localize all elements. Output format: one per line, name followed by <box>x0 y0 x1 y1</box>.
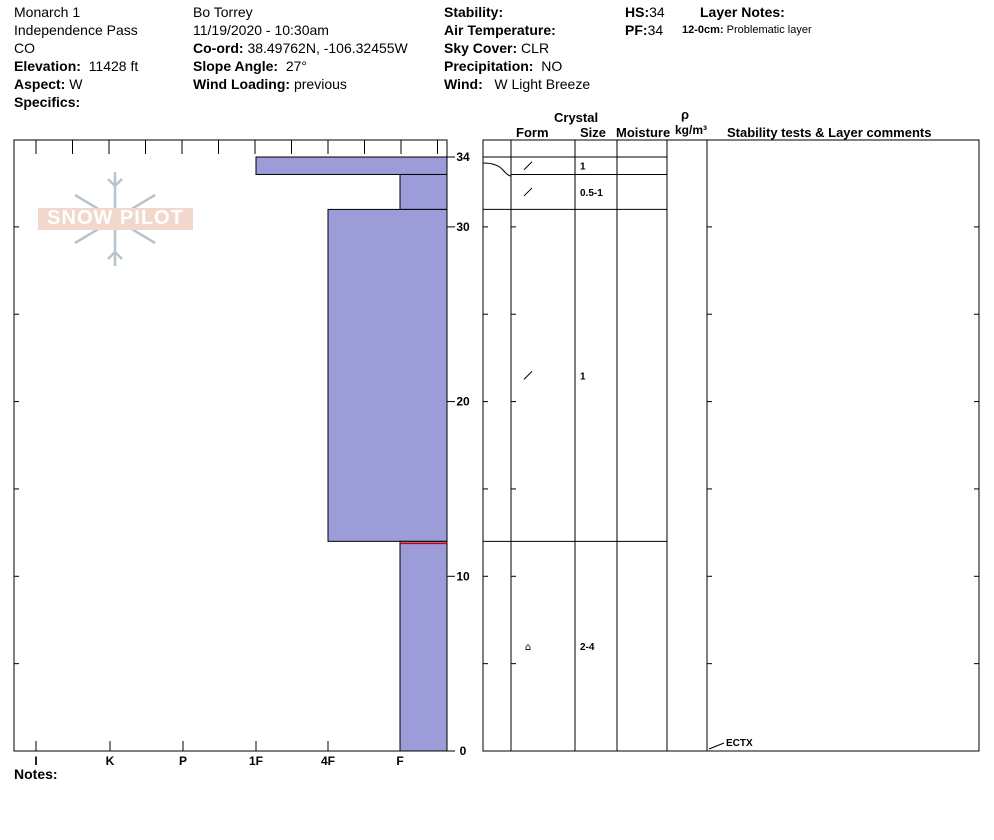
hardness-layer-bar <box>255 156 448 175</box>
hardness-layer-bar <box>399 173 448 210</box>
coord-row: Co-ord: 38.49762N, -106.32455W <box>193 39 408 57</box>
layer-note-text: Problematic layer <box>726 24 812 36</box>
crystal-form-symbol: ⌂ <box>525 642 531 653</box>
y-tick-label: 34 <box>456 150 470 164</box>
state-name: CO <box>14 40 35 56</box>
size-header: Size <box>580 125 607 140</box>
hardness-layer-bar <box>327 208 448 542</box>
area-name: Independence Pass <box>14 22 138 38</box>
stability-label: Stability: <box>444 4 504 20</box>
crystal-size-label: 1 <box>580 371 586 382</box>
hs-label: HS: <box>625 4 650 20</box>
y-tick-label: 0 <box>460 744 467 758</box>
wind-loading-value: previous <box>293 76 347 92</box>
x-tick-label: I <box>34 754 37 768</box>
pf-row: PF:34 <box>625 21 663 39</box>
form-header: Form <box>516 125 549 140</box>
y-tick-label: 20 <box>456 395 470 409</box>
elevation-row: Elevation: 11428 ft <box>14 57 138 75</box>
pf-label: PF: <box>625 22 648 38</box>
precip-value: NO <box>541 58 563 74</box>
coord-label: Co-ord: <box>193 40 244 56</box>
slope-value: 27° <box>285 58 307 74</box>
hs-value: 34 <box>649 4 665 20</box>
density-unit-header: kg/m³ <box>675 123 708 137</box>
pf-value: 34 <box>647 22 664 38</box>
crystal-size-label: 0.5-1 <box>580 188 603 199</box>
crystal-header: Crystal <box>554 110 599 125</box>
elevation-label: Elevation: <box>14 58 81 74</box>
hs-row: HS:34 <box>625 3 665 21</box>
notes-label: Notes: <box>14 766 58 782</box>
stability-test-label: ECTX <box>726 738 753 749</box>
crystal-size-label: 1 <box>580 162 586 173</box>
crystal-form-symbol <box>523 371 533 380</box>
air-temp-label: Air Temperature: <box>444 22 556 38</box>
x-tick-label: 1F <box>249 754 263 768</box>
elevation-value: 11428 ft <box>88 58 139 74</box>
observer-name: Bo Torrey <box>193 4 253 20</box>
aspect-label: Aspect: <box>14 76 66 92</box>
x-tick-label: F <box>396 754 403 768</box>
y-tick-label: 30 <box>456 220 470 234</box>
crystal-form-symbol <box>523 187 533 197</box>
sky-row: Sky Cover: CLR <box>444 39 549 57</box>
y-tick-label: 10 <box>456 569 470 583</box>
x-tick-label: P <box>179 754 187 768</box>
crystal-table-frame <box>482 139 980 752</box>
snowpilot-watermark: SNOW PILOT <box>38 170 193 270</box>
precip-row: Precipitation: NO <box>444 57 562 75</box>
location-name: Monarch 1 <box>14 4 81 20</box>
layer-notes-label: Layer Notes: <box>700 4 785 20</box>
slope-row: Slope Angle: 27° <box>193 57 307 75</box>
crystal-size-label: 2-4 <box>580 642 595 653</box>
x-tick-label: 4F <box>321 754 335 768</box>
rho-header: ρ <box>681 107 690 122</box>
wind-value: W Light Breeze <box>494 76 591 92</box>
moisture-header: Moisture <box>616 125 671 140</box>
layer-note: 12-0cm: Problematic layer <box>682 24 812 36</box>
coord-value: 38.49762N, -106.32455W <box>247 40 408 56</box>
sky-label: Sky Cover: <box>444 40 518 56</box>
wind-loading-row: Wind Loading: previous <box>193 75 347 93</box>
aspect-row: Aspect: W <box>14 75 82 93</box>
wind-loading-label: Wind Loading: <box>193 76 291 92</box>
x-tick-label: K <box>106 754 115 768</box>
specifics-label: Specifics: <box>14 94 81 110</box>
hardness-layer-bar <box>399 540 448 752</box>
wind-row: Wind: W Light Breeze <box>444 75 590 93</box>
observation-datetime: 11/19/2020 - 10:30am <box>193 22 329 38</box>
aspect-value: W <box>69 76 83 92</box>
wind-label: Wind: <box>444 76 483 92</box>
slope-label: Slope Angle: <box>193 58 279 74</box>
sky-value: CLR <box>521 40 550 56</box>
layer-note-range: 12-0cm: <box>682 24 724 36</box>
crystal-form-symbol <box>523 161 533 171</box>
watermark-text: SNOW PILOT <box>47 207 184 229</box>
comments-header: Stability tests & Layer comments <box>727 125 932 140</box>
stability-test-pointer <box>708 742 725 750</box>
precip-label: Precipitation: <box>444 58 534 74</box>
depth-connector <box>482 162 512 177</box>
